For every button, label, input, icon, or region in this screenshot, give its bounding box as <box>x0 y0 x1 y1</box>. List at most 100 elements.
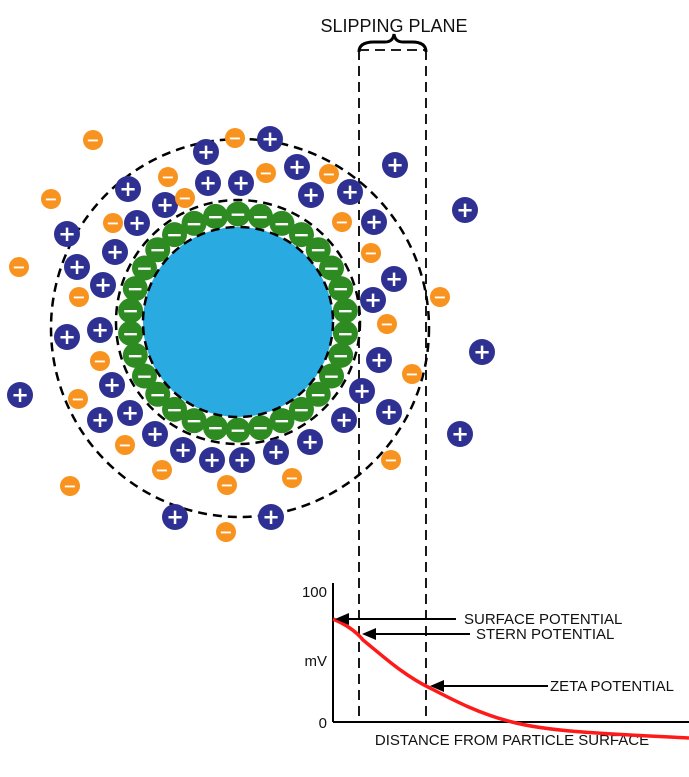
negative-ion: − <box>41 189 61 209</box>
negative-ion: − <box>152 460 172 480</box>
svg-text:+: + <box>199 171 217 195</box>
negative-ion: − <box>115 435 135 455</box>
positive-ion: + <box>99 372 125 398</box>
stern-negative-ion: − <box>269 408 295 434</box>
positive-ion: + <box>64 254 90 280</box>
positive-ion: + <box>124 210 150 236</box>
svg-text:+: + <box>341 180 359 204</box>
surface-potential-label: SURFACE POTENTIAL <box>464 611 622 628</box>
negative-ion: − <box>377 314 397 334</box>
svg-text:−: − <box>207 416 224 440</box>
svg-text:−: − <box>405 365 418 384</box>
negative-ion: − <box>217 475 237 495</box>
positive-ion: + <box>87 407 113 433</box>
svg-text:+: + <box>166 505 184 529</box>
stern-negative-ion: − <box>225 417 251 443</box>
zeta-potential-arrowhead <box>430 680 444 692</box>
positive-ion: + <box>337 179 363 205</box>
stern-layer-negative-ions: − − − −−−−−−−−−−−−−−−−−−−−−−−−− − − <box>118 201 358 443</box>
svg-text:−: − <box>136 256 153 280</box>
stern-negative-ion: − <box>122 276 148 302</box>
svg-text:−: − <box>166 223 183 247</box>
positive-ion: + <box>258 504 284 530</box>
svg-text:+: + <box>197 140 215 164</box>
stern-negative-ion: − <box>247 203 273 229</box>
positive-ion: + <box>297 429 323 455</box>
svg-text:−: − <box>259 164 272 183</box>
svg-text:−: − <box>118 436 131 455</box>
positive-ion: + <box>7 382 33 408</box>
stern-negative-ion: − <box>328 342 354 368</box>
svg-text:+: + <box>385 267 403 291</box>
svg-text:+: + <box>370 348 388 372</box>
svg-text:−: − <box>230 418 247 442</box>
svg-text:−: − <box>364 244 377 263</box>
negative-ion: − <box>216 522 236 542</box>
svg-text:+: + <box>68 255 86 279</box>
stern-potential-label: STERN POTENTIAL <box>476 626 614 643</box>
svg-text:+: + <box>94 273 112 297</box>
svg-text:−: − <box>335 213 348 232</box>
svg-text:−: − <box>220 476 233 495</box>
zeta-potential-label: ZETA POTENTIAL <box>550 678 674 695</box>
potential-graph: 100 mV 0 DISTANCE FROM PARTICLE SURFACE … <box>302 583 689 749</box>
svg-text:+: + <box>106 240 124 264</box>
negative-ion: − <box>175 188 195 208</box>
negative-ion: − <box>60 476 80 496</box>
svg-text:+: + <box>156 193 174 217</box>
positive-ion: + <box>115 176 141 202</box>
svg-text:−: − <box>285 469 298 488</box>
svg-text:−: − <box>136 364 153 388</box>
svg-text:+: + <box>91 318 109 342</box>
negative-ion: − <box>361 243 381 263</box>
negative-ion: − <box>282 468 302 488</box>
svg-text:−: − <box>332 277 349 301</box>
stern-negative-ion: − <box>203 415 229 441</box>
positive-ion: + <box>170 437 196 463</box>
svg-text:−: − <box>293 397 310 421</box>
negative-ion: − <box>9 257 29 277</box>
svg-text:+: + <box>288 155 306 179</box>
svg-text:−: − <box>44 190 57 209</box>
stern-negative-ion: − <box>328 276 354 302</box>
positive-ion: + <box>263 439 289 465</box>
positive-ion: + <box>228 170 254 196</box>
positive-ion: + <box>102 239 128 265</box>
negative-ion: − <box>83 130 103 150</box>
negative-ion: − <box>381 450 401 470</box>
svg-text:+: + <box>91 408 109 432</box>
svg-text:−: − <box>166 397 183 421</box>
svg-text:+: + <box>380 400 398 424</box>
svg-text:+: + <box>335 408 353 432</box>
positive-ion: + <box>142 421 168 447</box>
stern-negative-ion: − <box>131 255 157 281</box>
positive-ion: + <box>381 266 407 292</box>
stern-negative-ion: − <box>305 237 331 263</box>
svg-text:−: − <box>274 211 291 235</box>
svg-text:+: + <box>128 211 146 235</box>
svg-text:−: − <box>93 352 106 371</box>
diffuse-layer-ions: ++++ + ++ + ++ + ++++++++ +++ +++ +++ + + + +++++++ +−… <box>7 126 495 542</box>
svg-text:+: + <box>58 222 76 246</box>
stern-negative-ion: − <box>181 210 207 236</box>
stern-negative-ion: − <box>319 255 345 281</box>
positive-ion: + <box>366 347 392 373</box>
negative-ion: − <box>225 128 245 148</box>
x-axis-label: DISTANCE FROM PARTICLE SURFACE <box>375 732 649 749</box>
negative-ion: − <box>430 287 450 307</box>
svg-text:+: + <box>146 422 164 446</box>
y-axis-unit-label: mV <box>305 653 328 670</box>
svg-text:+: + <box>365 210 383 234</box>
stern-layer-inner-boundary <box>141 225 335 419</box>
stern-negative-ion: − <box>203 203 229 229</box>
svg-text:−: − <box>178 189 191 208</box>
negative-ion: − <box>68 389 88 409</box>
svg-text:−: − <box>106 214 119 233</box>
svg-text:−: − <box>122 299 139 323</box>
svg-text:−: − <box>127 343 144 367</box>
negative-ion: − <box>402 364 422 384</box>
stern-negative-ion: − <box>288 396 314 422</box>
svg-text:−: − <box>186 409 203 433</box>
positive-ion: + <box>331 407 357 433</box>
